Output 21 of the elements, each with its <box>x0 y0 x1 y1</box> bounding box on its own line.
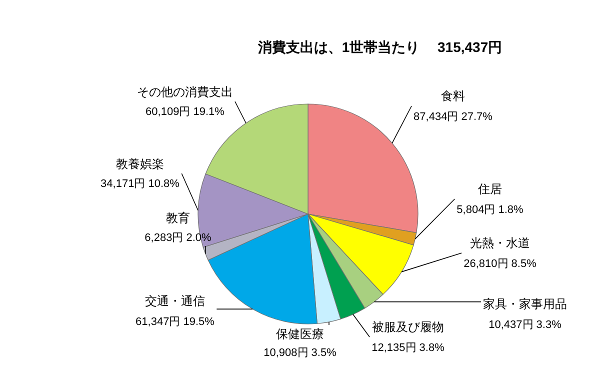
slice-label: その他の消費支出 <box>137 85 233 99</box>
slice-label: 家具・家事用品 <box>483 297 567 311</box>
slice-label: 保健医療 <box>276 327 324 341</box>
data-label: 6,283円 2.0% <box>144 232 212 244</box>
data-label: 34,171円 10.8% <box>100 178 180 190</box>
slice-label: 交通・通信 <box>145 294 205 308</box>
slice-label: 住居 <box>477 182 502 196</box>
data-label: 10,908円 3.5% <box>264 347 337 359</box>
slice-label: 光熱・水道 <box>470 236 530 250</box>
chart-title: 消費支出は、1世帯当たり 315,437円 <box>256 39 502 55</box>
data-label: 61,347円 19.5% <box>136 316 215 328</box>
slice-label: 食料 <box>441 89 465 103</box>
data-label: 87,434円 27.7% <box>414 111 493 123</box>
data-label: 26,810円 8.5% <box>464 258 537 270</box>
slice-label: 被服及び履物 <box>372 320 444 334</box>
data-label: 5,804円 1.8% <box>456 204 524 216</box>
slice-label: 教育 <box>166 211 190 225</box>
slice-label: 教養娯楽 <box>116 157 164 171</box>
data-label: 12,135円 3.8% <box>372 342 445 354</box>
data-label: 10,437円 3.3% <box>488 319 562 331</box>
data-label: 60,109円 19.1% <box>146 106 225 118</box>
